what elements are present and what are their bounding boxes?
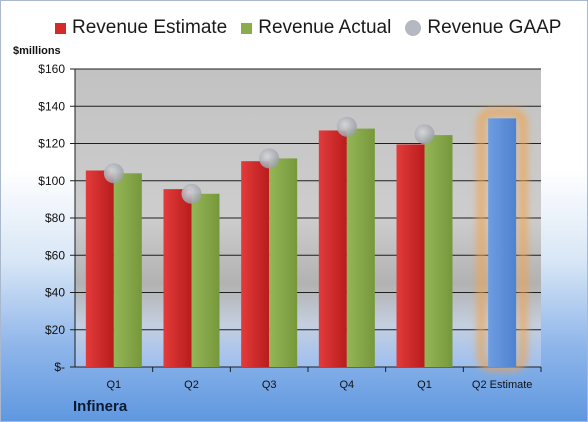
y-axis-unit-label: $millions xyxy=(13,45,61,57)
bar-revenue-actual xyxy=(113,173,142,367)
y-tick-label: $60 xyxy=(45,248,65,262)
legend-swatch-revenue-estimate xyxy=(55,22,66,34)
bar-revenue-estimate xyxy=(241,161,270,367)
bar-revenue-actual xyxy=(346,128,375,367)
marker-revenue-gaap xyxy=(103,163,124,184)
x-tick-label: Q2 xyxy=(184,379,199,391)
x-tick-label: Q1 xyxy=(106,379,121,391)
chart-legend: Revenue Estimate Revenue Actual Revenue … xyxy=(55,17,575,39)
x-tick-label: Q3 xyxy=(262,379,277,391)
y-tick-label: $- xyxy=(54,360,65,374)
legend-item-revenue-gaap: Revenue GAAP xyxy=(405,17,561,39)
legend-item-revenue-actual: Revenue Actual xyxy=(241,17,391,39)
x-tick-label: Q1 xyxy=(417,379,432,391)
legend-item-revenue-estimate: Revenue Estimate xyxy=(55,17,227,39)
bar-revenue-estimate xyxy=(85,170,114,367)
marker-revenue-gaap xyxy=(181,183,202,204)
bar-revenue-actual xyxy=(269,158,298,367)
y-tick-label: $120 xyxy=(38,137,65,151)
x-tick-label: Q4 xyxy=(339,379,354,391)
company-name: Infinera xyxy=(73,398,128,415)
marker-revenue-gaap xyxy=(259,148,280,169)
bar-revenue-estimate xyxy=(163,189,192,367)
legend-label-revenue-estimate: Revenue Estimate xyxy=(72,17,228,38)
y-tick-label: $40 xyxy=(45,286,65,300)
y-tick-label: $140 xyxy=(38,99,65,113)
legend-label-revenue-actual: Revenue Actual xyxy=(258,17,392,38)
chart-plot: $- $20 $40 $60 $80 $100 $120 $140 $160 Q1 Q2 Q3 Q4 Q… xyxy=(38,62,542,391)
marker-revenue-gaap xyxy=(414,124,435,145)
bar-q2-estimate xyxy=(488,118,517,367)
bar-revenue-estimate xyxy=(396,144,425,367)
bar-revenue-estimate xyxy=(318,130,347,367)
y-tick-label: $160 xyxy=(38,62,65,76)
y-tick-label: $20 xyxy=(45,323,65,337)
legend-marker-revenue-gaap xyxy=(405,20,422,36)
marker-revenue-gaap xyxy=(336,116,357,137)
legend-label-revenue-gaap: Revenue GAAP xyxy=(427,17,562,38)
legend-swatch-revenue-actual xyxy=(241,22,253,34)
bar-revenue-actual xyxy=(424,135,453,367)
y-tick-label: $100 xyxy=(38,174,65,188)
bar-revenue-actual xyxy=(191,193,220,367)
y-tick-label: $80 xyxy=(45,211,65,225)
x-tick-label: Q2 Estimate xyxy=(472,379,533,391)
